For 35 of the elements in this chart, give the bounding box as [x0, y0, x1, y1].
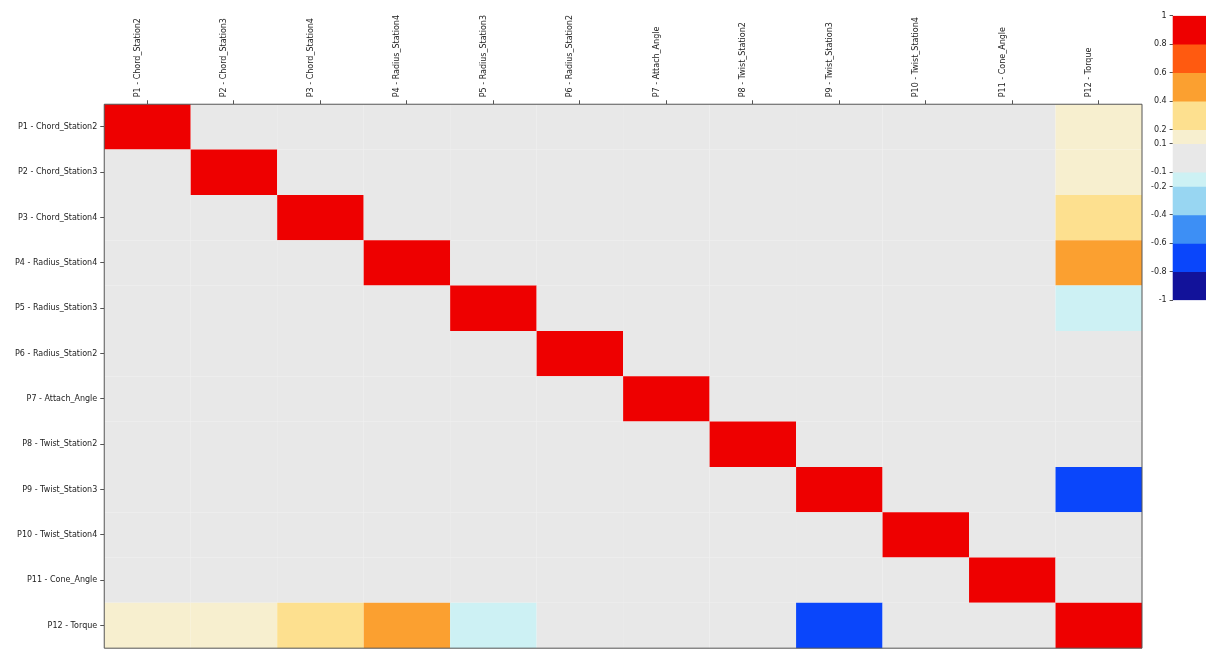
color-bar-label: -0.8 [1151, 266, 1167, 276]
y-tick-label: P11 - Cone_Angle [27, 575, 98, 585]
color-bar-label: 0.2 [1153, 124, 1167, 134]
x-tick-label: P7 - Attach_Angle [651, 26, 661, 98]
color-bar-label: 0.8 [1153, 39, 1167, 49]
color-bar-label: -0.6 [1151, 238, 1167, 248]
x-tick-label: P2 - Chord_Station3 [219, 18, 229, 98]
x-tick-label: P3 - Chord_Station4 [305, 18, 315, 98]
color-bar-label: 1 [1161, 10, 1167, 20]
x-tick-label: P6 - Radius_Station2 [565, 14, 575, 98]
color-bar-label: 0.6 [1153, 67, 1167, 77]
x-tick-label: P8 - Twist_Station2 [738, 22, 748, 98]
y-tick-label: P5 - Radius_Station3 [14, 303, 98, 313]
y-tick-label: P9 - Twist_Station3 [22, 484, 98, 494]
x-tick-label: P12 - Torque [1084, 47, 1094, 98]
x-tick-label: P11 - Cone_Angle [997, 26, 1007, 98]
color-bar-label: -0.4 [1151, 209, 1167, 219]
color-bar-label: -0.1 [1151, 167, 1167, 177]
y-tick-label: P2 - Chord_Station3 [18, 167, 98, 177]
y-tick-label: P8 - Twist_Station2 [22, 439, 98, 449]
x-tick-label: P4 - Radius_Station4 [392, 14, 402, 98]
color-bar-label: 0.4 [1153, 96, 1167, 106]
x-tick-label: P5 - Radius_Station3 [478, 14, 488, 98]
x-tick-label: P9 - Twist_Station3 [824, 22, 834, 98]
x-tick-label: P10 - Twist_Station4 [911, 17, 921, 98]
y-tick-label: P6 - Radius_Station2 [14, 348, 98, 358]
y-tick-label: P7 - Attach_Angle [26, 393, 98, 403]
color-bar-label: 0.1 [1153, 138, 1167, 148]
y-tick-label: P12 - Torque [47, 620, 98, 630]
y-tick-label: P3 - Chord_Station4 [18, 212, 98, 222]
y-tick-label: P4 - Radius_Station4 [14, 257, 98, 267]
color-bar-label: -0.2 [1151, 181, 1167, 191]
color-bar-label: -1 [1158, 295, 1167, 305]
y-tick-label: P10 - Twist_Station4 [17, 529, 98, 539]
y-tick-label: P1 - Chord_Station2 [18, 121, 98, 131]
